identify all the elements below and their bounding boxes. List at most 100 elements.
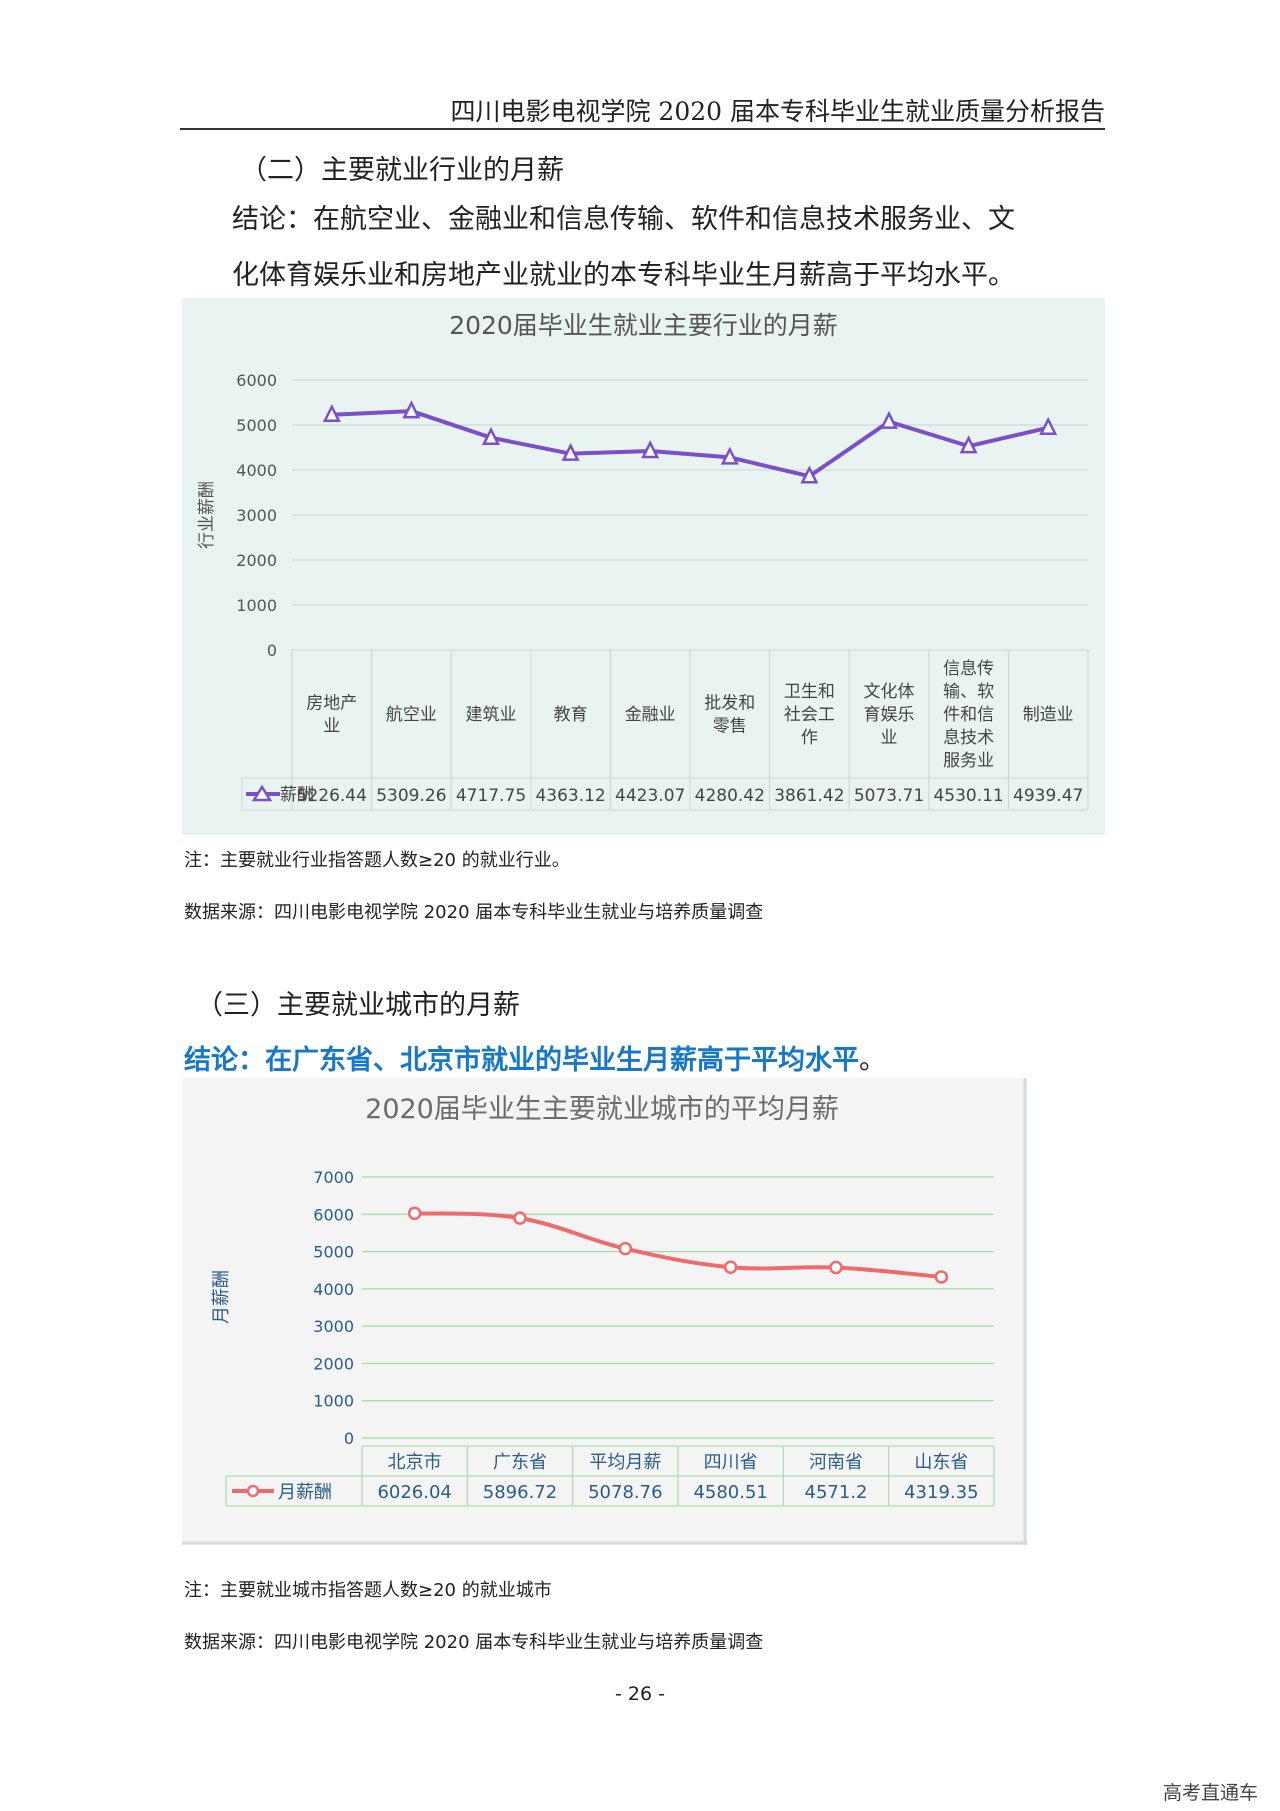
data-value-label: 6026.04 bbox=[377, 1482, 451, 1503]
chart-title: 2020届毕业生主要就业城市的平均月薪 bbox=[365, 1094, 839, 1125]
legend-series-name: 薪酬 bbox=[280, 785, 314, 805]
category-label: 息技术 bbox=[943, 728, 994, 748]
data-value-label: 4580.51 bbox=[693, 1482, 767, 1503]
data-point bbox=[402, 400, 421, 419]
category-label: 广东省 bbox=[493, 1452, 547, 1473]
category-label: 教育 bbox=[554, 705, 588, 725]
category-label: 零售 bbox=[713, 717, 747, 737]
data-point bbox=[720, 446, 739, 465]
data-value-label: 4939.47 bbox=[1013, 786, 1083, 806]
y-tick-label: 1000 bbox=[313, 1392, 354, 1411]
category-label: 山东省 bbox=[914, 1452, 968, 1473]
report-header-title: 四川电影电视学院 2020 届本专科毕业生就业质量分析报告 bbox=[450, 97, 1105, 126]
data-value-label: 4363.12 bbox=[535, 786, 605, 806]
data-value-label: 4530.11 bbox=[933, 786, 1003, 806]
page-number: - 26 - bbox=[615, 1683, 665, 1705]
category-label: 业 bbox=[881, 728, 898, 748]
data-value-label: 3861.42 bbox=[774, 786, 844, 806]
y-tick-label: 3000 bbox=[313, 1317, 354, 1336]
y-tick-label: 6000 bbox=[236, 371, 277, 390]
y-tick-label: 0 bbox=[344, 1429, 354, 1448]
category-label: 件和信 bbox=[943, 705, 994, 725]
y-tick-label: 2000 bbox=[236, 551, 277, 570]
section3-conclusion-period: 。 bbox=[859, 1045, 886, 1076]
data-value-label: 4571.2 bbox=[805, 1482, 868, 1503]
watermark-text: 高考直通车 bbox=[1162, 1782, 1258, 1804]
header-divider bbox=[180, 128, 1105, 130]
data-point bbox=[513, 1211, 527, 1225]
category-label: 北京市 bbox=[388, 1452, 442, 1473]
category-label: 社会工 bbox=[784, 705, 835, 725]
industry-salary-chart: 2020届毕业生就业主要行业的月薪 0 1000 2000 3000 4000 5000 60… bbox=[182, 298, 1105, 835]
category-label: 作 bbox=[801, 728, 818, 748]
chart-background bbox=[182, 1078, 1027, 1545]
category-label: 河南省 bbox=[809, 1452, 863, 1473]
category-label: 输、软 bbox=[943, 682, 994, 702]
y-tick-label: 4000 bbox=[313, 1280, 354, 1299]
series-line bbox=[414, 1211, 942, 1279]
category-label: 信息传 bbox=[943, 659, 994, 679]
y-tick-label: 7000 bbox=[313, 1168, 354, 1187]
data-point bbox=[800, 465, 819, 484]
section3-source: 数据来源：四川电影电视学院 2020 届本专科毕业生就业与培养质量调查 bbox=[184, 1632, 764, 1653]
section3-note: 注：主要就业城市指答题人数≥20 的就业城市 bbox=[184, 1580, 552, 1601]
category-label: 服务业 bbox=[943, 751, 994, 771]
category-label: 金融业 bbox=[625, 705, 676, 725]
section2-conclusion-line2: 化体育娱乐业和房地产业就业的本专科毕业生月薪高于平均水平。 bbox=[232, 260, 1015, 291]
data-value-label: 4280.42 bbox=[695, 786, 765, 806]
category-label: 批发和 bbox=[704, 694, 755, 714]
section3-heading: （三）主要就业城市的月薪 bbox=[196, 990, 520, 1021]
section2-conclusion-line1: 结论：在航空业、金融业和信息传输、软件和信息技术服务业、文 bbox=[232, 204, 1015, 235]
industry-salary-chart-svg: 2020届毕业生就业主要行业的月薪 0 1000 2000 3000 4000 5000 60… bbox=[182, 298, 1105, 835]
city-salary-chart-svg: 2020届毕业生主要就业城市的平均月薪 0 1000 2000 3000 4000 5000… bbox=[182, 1078, 1027, 1545]
y-tick-label: 2000 bbox=[313, 1354, 354, 1373]
data-value-label: 5896.72 bbox=[483, 1482, 557, 1503]
category-label: 业 bbox=[323, 717, 340, 737]
y-tick-label: 5000 bbox=[236, 416, 277, 435]
data-point bbox=[934, 1270, 949, 1284]
data-point bbox=[1039, 416, 1058, 435]
data-value-label: 5078.76 bbox=[588, 1482, 662, 1503]
section3-conclusion-text: 结论：在广东省、北京市就业的毕业生月薪高于平均水平 bbox=[184, 1045, 859, 1076]
y-tick-label: 0 bbox=[267, 641, 277, 660]
data-point bbox=[723, 1260, 738, 1274]
category-label: 育娱乐 bbox=[864, 705, 915, 725]
y-tick-label: 5000 bbox=[313, 1243, 354, 1262]
data-value-label: 4319.35 bbox=[904, 1482, 978, 1503]
series-line bbox=[331, 409, 1049, 479]
y-axis-label: 月薪酬 bbox=[211, 1270, 232, 1324]
data-point bbox=[641, 440, 660, 459]
city-salary-chart: 2020届毕业生主要就业城市的平均月薪 0 1000 2000 3000 4000 5000… bbox=[182, 1078, 1027, 1545]
y-axis-label: 行业薪酬 bbox=[197, 481, 217, 549]
section2-heading: （二）主要就业行业的月薪 bbox=[240, 155, 564, 186]
category-label: 制造业 bbox=[1023, 705, 1074, 725]
data-value-label: 4717.75 bbox=[456, 786, 526, 806]
category-label: 航空业 bbox=[386, 705, 437, 725]
y-tick-label: 4000 bbox=[236, 461, 277, 480]
y-tick-label: 1000 bbox=[236, 596, 277, 615]
chart-background bbox=[182, 298, 1105, 835]
y-tick-label: 6000 bbox=[313, 1205, 354, 1224]
data-point bbox=[481, 426, 501, 445]
y-tick-label: 3000 bbox=[236, 506, 277, 525]
section3-conclusion: 结论：在广东省、北京市就业的毕业生月薪高于平均水平。 bbox=[184, 1038, 886, 1077]
data-point bbox=[407, 1206, 422, 1221]
legend-marker bbox=[246, 1484, 260, 1498]
category-label: 四川省 bbox=[704, 1452, 758, 1473]
data-point bbox=[879, 410, 899, 429]
chart-title: 2020届毕业生就业主要行业的月薪 bbox=[449, 311, 838, 340]
data-point bbox=[618, 1241, 633, 1256]
data-point bbox=[959, 435, 978, 454]
data-value-label: 5226.44 bbox=[297, 786, 367, 806]
data-point bbox=[829, 1260, 843, 1275]
category-label: 平均月薪 bbox=[589, 1452, 661, 1473]
category-label: 文化体 bbox=[864, 682, 915, 702]
data-point bbox=[322, 404, 341, 423]
legend-series-name: 月薪酬 bbox=[278, 1482, 332, 1503]
data-value-label: 4423.07 bbox=[615, 786, 685, 806]
data-value-label: 5073.71 bbox=[854, 786, 924, 806]
category-label: 建筑业 bbox=[466, 705, 517, 725]
data-value-label: 5309.26 bbox=[376, 786, 446, 806]
category-label: 房地产 bbox=[306, 694, 357, 714]
section2-note: 注：主要就业行业指答题人数≥20 的就业行业。 bbox=[184, 850, 570, 871]
